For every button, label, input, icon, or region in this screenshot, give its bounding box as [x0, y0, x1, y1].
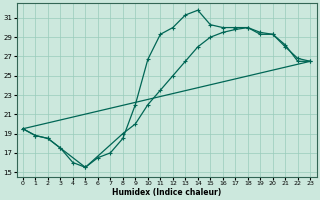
- X-axis label: Humidex (Indice chaleur): Humidex (Indice chaleur): [112, 188, 221, 197]
